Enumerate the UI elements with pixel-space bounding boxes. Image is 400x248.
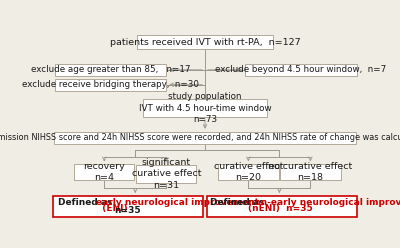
Text: exclude beyond 4.5 hour window,  n=7: exclude beyond 4.5 hour window, n=7 [216,65,387,74]
FancyBboxPatch shape [136,165,196,183]
FancyBboxPatch shape [53,196,202,217]
Text: Admission NIHSS score and 24h NIHSS score were recorded, and 24h NIHSS rate of c: Admission NIHSS score and 24h NIHSS scor… [0,133,400,142]
Text: (nENI)  n=35: (nENI) n=35 [248,204,312,213]
FancyBboxPatch shape [55,79,166,91]
Text: significant
curative effect
n=31: significant curative effect n=31 [132,158,201,189]
Text: (ENI): (ENI) [96,204,128,213]
FancyBboxPatch shape [55,64,166,76]
Text: study population
IVT with 4.5 hour-time window
n=73: study population IVT with 4.5 hour-time … [139,93,271,124]
Text: patients received IVT with rt-PA,  n=127: patients received IVT with rt-PA, n=127 [110,38,300,47]
FancyBboxPatch shape [137,35,273,49]
FancyBboxPatch shape [208,196,357,217]
FancyBboxPatch shape [74,164,134,180]
FancyBboxPatch shape [143,99,267,117]
FancyBboxPatch shape [54,132,356,144]
Text: curative effect
n=20: curative effect n=20 [214,162,283,182]
Text: exclude age greater than 85,   n=17: exclude age greater than 85, n=17 [31,65,190,74]
FancyBboxPatch shape [280,164,341,180]
Text: non-early neurological improvement: non-early neurological improvement [248,198,400,208]
Text: n=35: n=35 [114,206,141,215]
Text: Defined as: Defined as [210,198,267,208]
FancyBboxPatch shape [245,64,357,76]
Text: Defined as: Defined as [58,198,115,208]
Text: no curative effect
n=18: no curative effect n=18 [268,162,352,182]
Text: exclude receive bridging therapy,  n=30: exclude receive bridging therapy, n=30 [22,80,199,89]
Text: recovery
n=4: recovery n=4 [83,162,125,182]
FancyBboxPatch shape [218,164,279,180]
Text: early neurological improvement: early neurological improvement [96,198,259,208]
